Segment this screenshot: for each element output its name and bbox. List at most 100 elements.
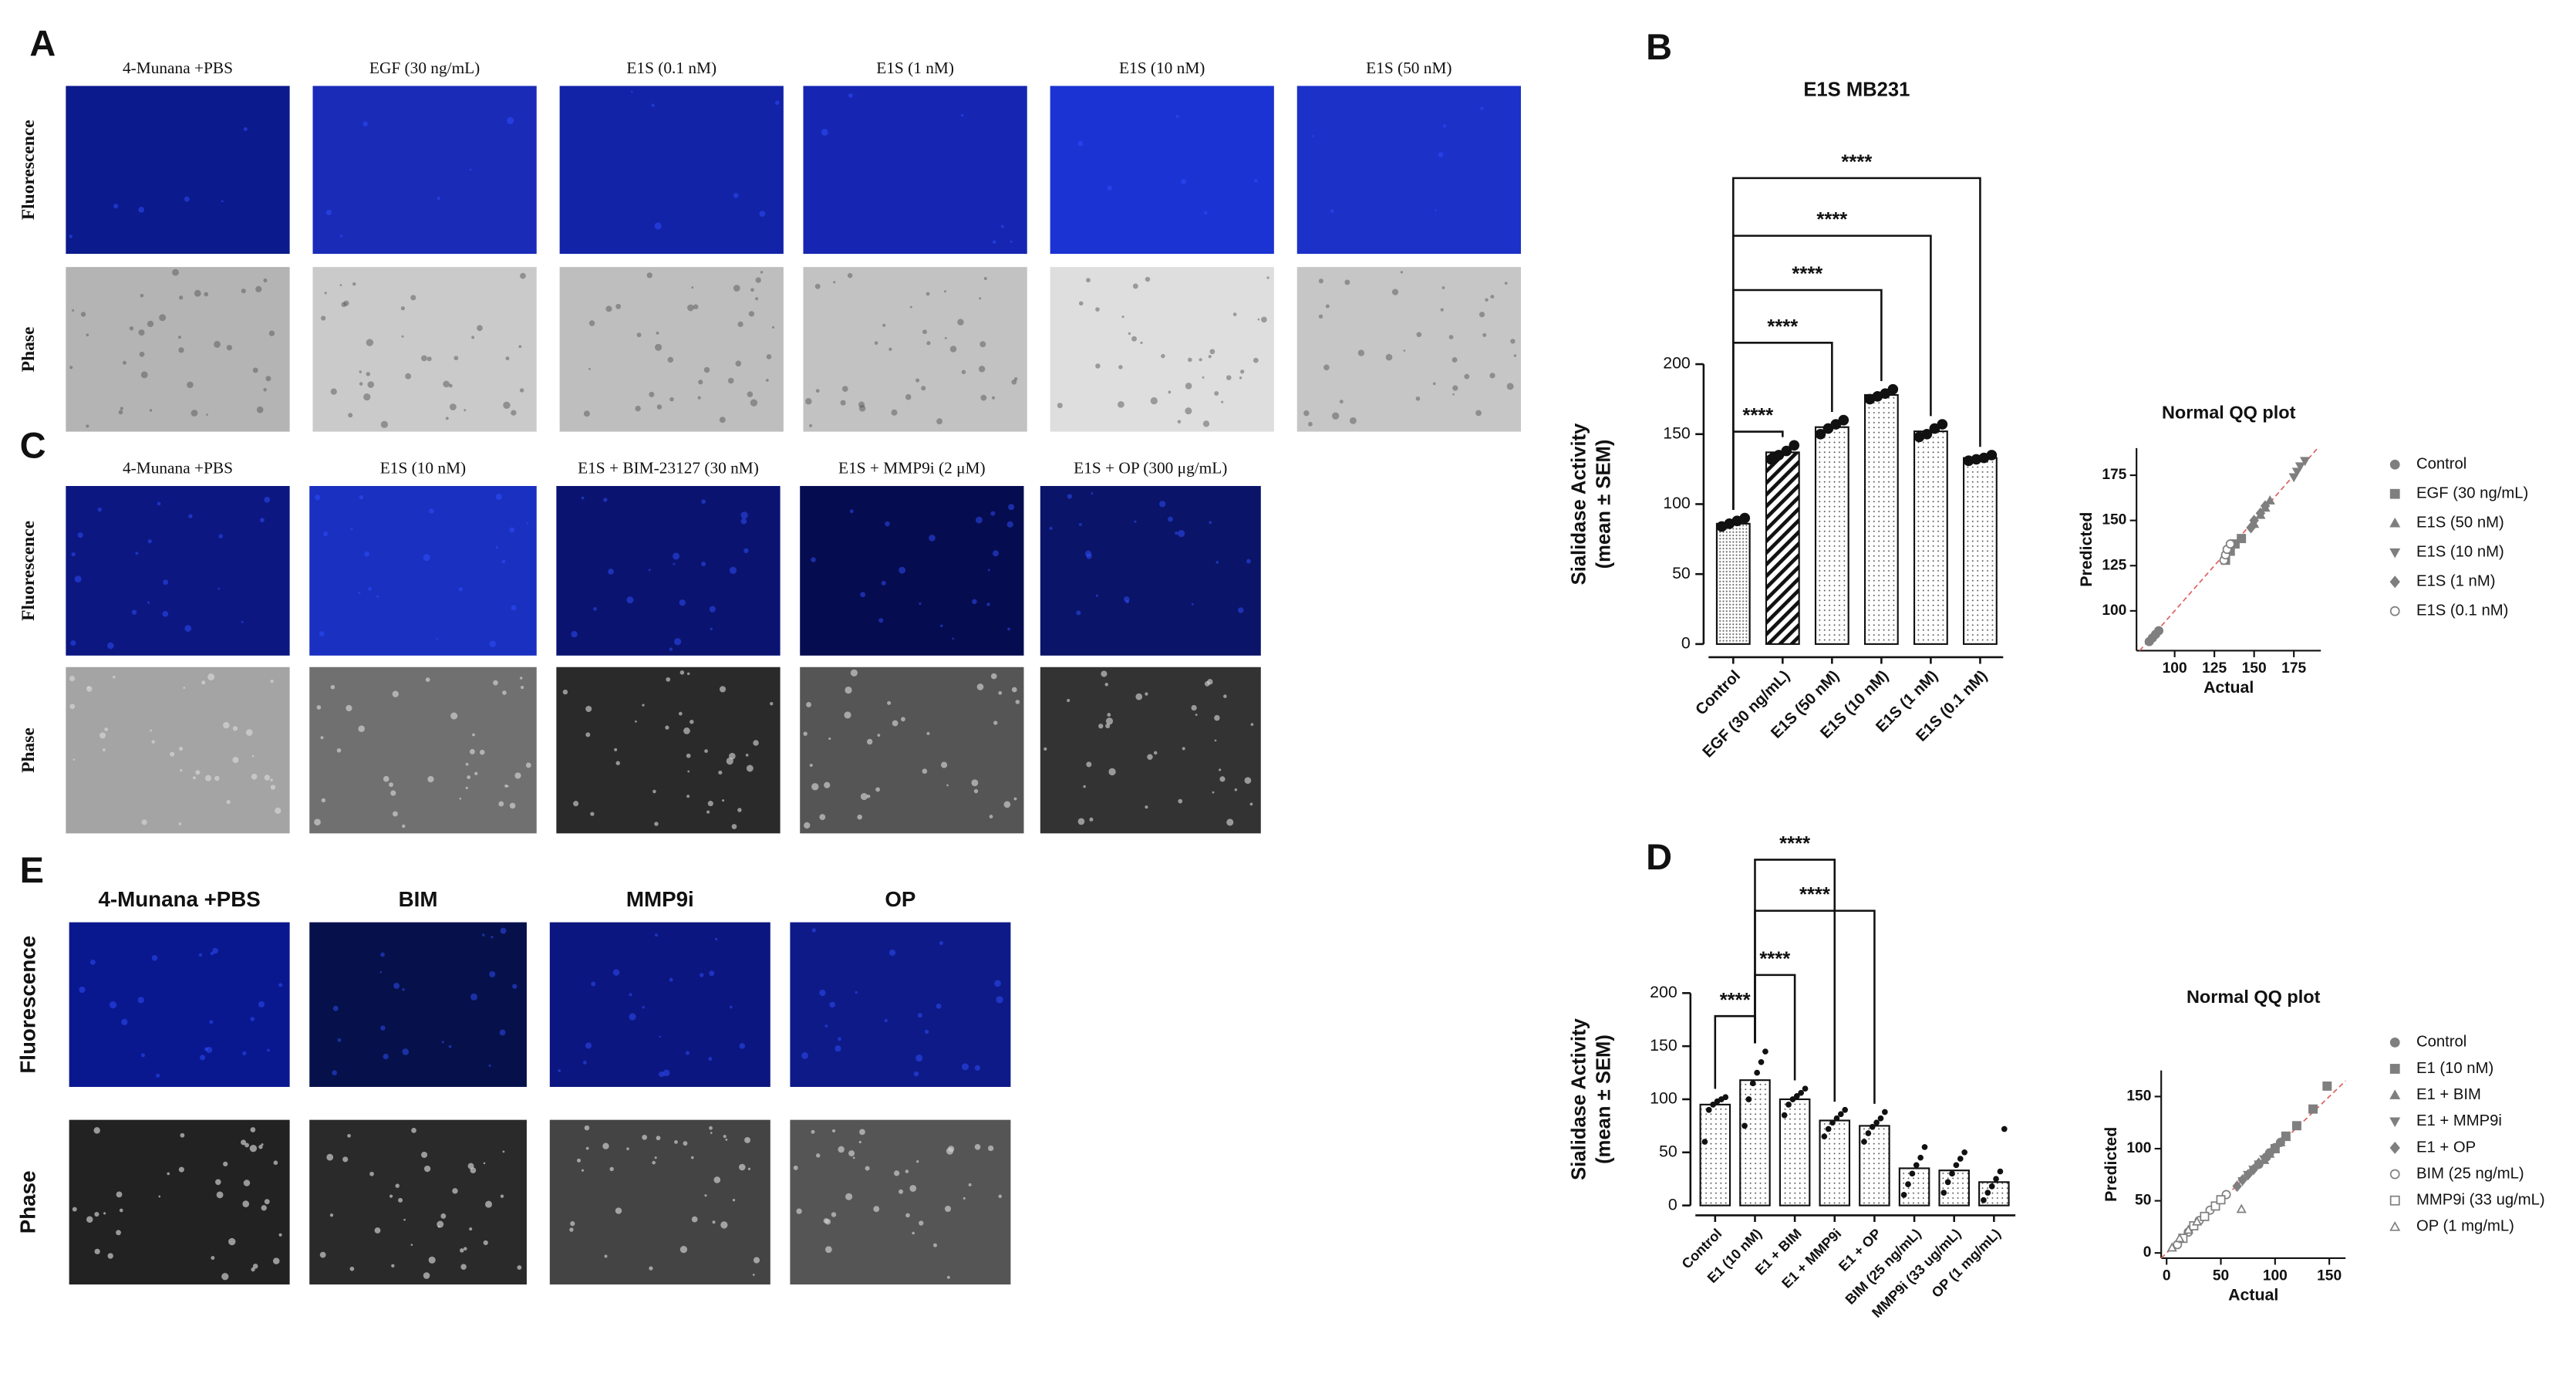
cell-speck	[848, 93, 853, 98]
bar	[1699, 1103, 1731, 1207]
cell-speck	[855, 991, 858, 994]
cell-speck	[665, 725, 669, 730]
cell-speck	[140, 1053, 145, 1058]
cell-speck	[615, 303, 622, 309]
point	[2275, 1137, 2286, 1146]
cell-speck	[615, 761, 620, 765]
cell-speck	[243, 127, 248, 131]
cell-speck	[403, 1218, 406, 1221]
cell-speck	[245, 729, 253, 736]
cell-speck	[194, 289, 201, 297]
cell-speck	[747, 391, 754, 397]
cell-speck	[687, 304, 694, 312]
cell-speck	[325, 209, 332, 216]
data-point	[1957, 1156, 1964, 1162]
cell-speck	[605, 305, 612, 312]
point	[2192, 1216, 2203, 1226]
y-tick-label: 150	[2126, 1088, 2151, 1105]
cell-speck	[150, 729, 152, 732]
cell-speck	[1452, 385, 1458, 391]
cell-speck	[719, 417, 726, 424]
cell-speck	[525, 762, 531, 768]
cell-speck	[857, 814, 862, 820]
cell-speck	[656, 404, 663, 410]
cell-speck	[1145, 276, 1151, 282]
cell-speck	[811, 783, 819, 791]
cell-speck	[775, 100, 780, 105]
cell-speck	[887, 700, 892, 705]
data-point	[1705, 1106, 1712, 1113]
cell-speck	[588, 320, 595, 326]
cell-speck	[1482, 332, 1487, 337]
cell-speck	[1479, 312, 1485, 318]
cell-speck	[666, 677, 671, 682]
significance-label: ****	[1742, 405, 1773, 427]
data-point	[1921, 428, 1933, 440]
cell-speck	[249, 1145, 258, 1153]
cell-speck	[1159, 501, 1166, 508]
cell-speck	[772, 326, 775, 329]
chart-title: Normal QQ plot	[2187, 987, 2321, 1007]
cell-speck	[458, 587, 464, 592]
cell-speck	[398, 1197, 403, 1203]
cell-speck	[979, 341, 986, 348]
legend-label: E1 + MMP9i	[2416, 1112, 2502, 1129]
cell-speck	[453, 356, 459, 361]
cell-speck	[470, 1167, 477, 1174]
cell-speck	[498, 801, 504, 807]
cell-speck	[750, 288, 754, 292]
cell-speck	[747, 1167, 751, 1170]
cell-speck	[1161, 353, 1165, 359]
point	[2254, 1157, 2264, 1169]
cell-speck	[509, 527, 515, 533]
cell-speck	[250, 1017, 255, 1021]
cell-speck	[216, 1191, 224, 1199]
cell-speck	[949, 346, 957, 353]
cell-speck	[460, 1248, 464, 1253]
cell-speck	[858, 405, 866, 412]
data-point	[1765, 454, 1777, 465]
cell-speck	[654, 822, 659, 826]
cell-speck	[71, 552, 76, 557]
chart-title: Normal QQ plot	[2162, 402, 2296, 422]
cell-speck	[654, 1156, 657, 1159]
cell-speck	[1091, 492, 1094, 495]
cell-speck	[824, 781, 831, 788]
cell-speck	[766, 354, 772, 359]
cell-speck	[452, 1188, 458, 1194]
cell-speck	[107, 642, 114, 650]
point	[2174, 1233, 2185, 1243]
cell-speck	[366, 339, 374, 346]
cell-speck	[448, 1045, 452, 1048]
column-label: E1S + BIM-23127 (30 nM)	[578, 459, 759, 478]
cell-speck	[835, 1045, 841, 1052]
cell-speck	[389, 782, 393, 788]
cell-speck	[1489, 373, 1495, 379]
cell-speck	[1253, 178, 1258, 183]
cell-speck	[824, 1246, 832, 1254]
fluorescence-image	[800, 485, 1024, 656]
cell-speck	[814, 283, 821, 289]
cell-speck	[1044, 747, 1047, 751]
cell-speck	[320, 736, 324, 740]
cell-speck	[244, 1142, 250, 1148]
cell-speck	[732, 1199, 736, 1202]
panel-label: C	[20, 424, 46, 465]
cell-speck	[1177, 420, 1182, 424]
phase-image	[309, 1119, 527, 1285]
cell-speck	[990, 511, 996, 516]
cell-speck	[479, 749, 485, 755]
cell-speck	[878, 618, 884, 623]
cell-speck	[206, 413, 208, 416]
cell-speck	[352, 282, 356, 286]
x-axis-label: Actual	[2228, 1286, 2278, 1304]
cell-speck	[961, 370, 966, 375]
cell-speck	[1249, 802, 1253, 806]
cell-speck	[506, 785, 509, 788]
cell-speck	[731, 824, 737, 829]
cell-speck	[151, 955, 158, 961]
cell-speck	[1108, 768, 1116, 776]
cell-speck	[402, 987, 405, 991]
cell-speck	[845, 686, 852, 694]
cell-speck	[1208, 355, 1212, 359]
